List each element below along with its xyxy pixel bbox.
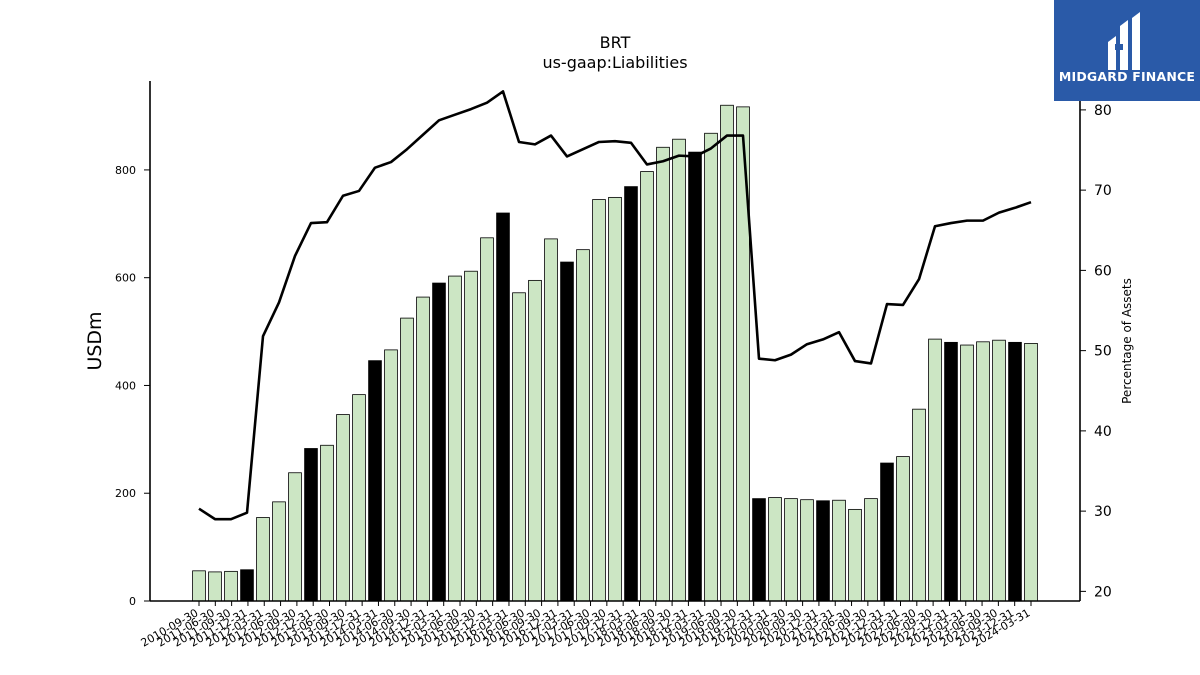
bar — [592, 199, 606, 602]
bar — [848, 508, 862, 602]
bar — [464, 270, 478, 602]
y2-tick-label: 30 — [1094, 504, 1112, 520]
bar — [816, 500, 830, 602]
bar — [976, 341, 990, 602]
bar — [432, 282, 446, 602]
bar — [496, 212, 510, 602]
line-series — [198, 90, 1032, 521]
bar — [192, 570, 206, 602]
bar — [912, 408, 926, 602]
bar — [640, 171, 654, 602]
brand-name: MIDGARD FINANCE — [1058, 69, 1196, 84]
bar — [384, 349, 398, 602]
bar — [1008, 341, 1022, 602]
bar — [800, 499, 814, 602]
y2-tick-label: 60 — [1094, 263, 1112, 279]
bar — [960, 344, 974, 602]
y-axis-label: USDm — [84, 311, 106, 370]
bar — [416, 296, 430, 602]
y2-tick-label: 20 — [1094, 584, 1112, 600]
bar — [992, 339, 1006, 602]
bar — [208, 571, 222, 602]
bar — [336, 414, 350, 602]
bar — [368, 360, 382, 602]
y2-tick-label: 70 — [1094, 183, 1112, 199]
bar — [880, 462, 894, 602]
y-tick-label: 400 — [115, 379, 136, 392]
bar — [672, 138, 686, 602]
bar — [832, 499, 846, 602]
y-tick-label: 800 — [115, 164, 136, 177]
bar — [480, 237, 494, 602]
bar — [512, 292, 526, 602]
bar — [240, 569, 254, 602]
y-tick-label: 600 — [115, 272, 136, 285]
axes: 0200400600800203040506070802010-09-30201… — [115, 81, 1112, 650]
bar — [320, 444, 334, 602]
line-path — [198, 90, 1032, 521]
bar — [704, 132, 718, 602]
y2-tick-label: 40 — [1094, 424, 1112, 440]
midgard-logo-icon — [1108, 12, 1140, 70]
bar — [352, 394, 366, 602]
bar — [1024, 343, 1038, 602]
bar — [720, 104, 734, 602]
bar — [400, 317, 414, 602]
bar — [944, 341, 958, 602]
bar — [576, 249, 590, 602]
y-tick-label: 200 — [115, 487, 136, 500]
bar — [752, 498, 766, 602]
bar — [768, 497, 782, 602]
bar — [528, 279, 542, 602]
bar — [448, 275, 462, 602]
bar-series — [192, 104, 1038, 602]
bar — [624, 186, 638, 602]
bar — [224, 570, 238, 602]
bar — [656, 146, 670, 602]
bar — [304, 448, 318, 602]
y2-tick-label: 50 — [1094, 344, 1112, 360]
chart-title: BRT — [600, 33, 631, 52]
bar — [256, 517, 270, 602]
chart-subtitle: us-gaap:Liabilities — [542, 53, 687, 72]
y2-tick-label: 80 — [1094, 103, 1112, 119]
bar — [288, 472, 302, 602]
bar — [896, 456, 910, 602]
y-tick-label: 0 — [129, 595, 136, 608]
bar — [928, 338, 942, 602]
bar — [272, 501, 286, 602]
y2-axis-label: Percentage of Assets — [1120, 278, 1134, 404]
bar — [784, 498, 798, 602]
bar — [608, 196, 622, 602]
bar — [560, 261, 574, 602]
bar — [688, 151, 702, 602]
bar — [544, 238, 558, 602]
bar — [864, 498, 878, 602]
brand-logo: MIDGARD FINANCE — [1054, 0, 1200, 101]
